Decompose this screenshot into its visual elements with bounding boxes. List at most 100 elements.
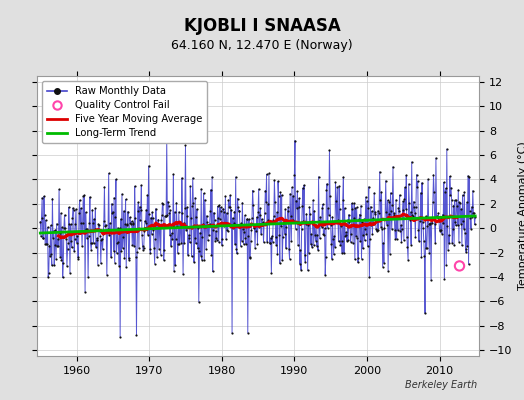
Point: [172, 236, 180, 242]
Point: [227, 222, 235, 228]
Point: [62, 236, 71, 242]
Point: [134, 208, 142, 214]
Point: [200, 190, 208, 196]
Point: [196, 230, 204, 236]
Point: [253, 240, 261, 247]
Point: [291, 226, 300, 232]
Point: [447, 197, 456, 204]
Point: [115, 263, 123, 269]
Point: [353, 235, 362, 242]
Point: [458, 242, 466, 249]
Point: [289, 193, 297, 199]
Point: [198, 234, 206, 240]
Point: [448, 240, 456, 246]
Point: [409, 198, 418, 205]
Point: [100, 184, 108, 190]
Point: [248, 214, 256, 221]
Point: [296, 260, 304, 267]
Point: [419, 225, 428, 231]
Point: [245, 216, 253, 223]
Point: [389, 164, 397, 170]
Point: [332, 198, 340, 204]
Point: [191, 194, 199, 201]
Point: [406, 209, 414, 215]
Point: [83, 235, 91, 241]
Point: [257, 230, 265, 237]
Point: [146, 245, 154, 252]
Point: [49, 234, 57, 241]
Point: [413, 184, 421, 190]
Point: [68, 244, 76, 251]
Point: [425, 220, 434, 227]
Point: [92, 235, 101, 242]
Point: [452, 197, 461, 204]
Point: [339, 174, 347, 180]
Point: [314, 174, 323, 180]
Point: [202, 213, 211, 219]
Point: [151, 206, 160, 212]
Point: [239, 241, 248, 247]
Point: [294, 242, 302, 248]
Point: [209, 226, 217, 233]
Point: [208, 252, 216, 258]
Point: [163, 198, 172, 205]
Point: [264, 201, 272, 207]
Point: [53, 243, 61, 250]
Point: [155, 246, 163, 252]
Point: [466, 208, 474, 214]
Point: [411, 234, 420, 240]
Point: [381, 178, 390, 184]
Point: [333, 184, 342, 190]
Point: [304, 250, 313, 256]
Point: [270, 177, 279, 184]
Point: [65, 221, 73, 227]
Point: [147, 214, 155, 221]
Point: [171, 262, 179, 268]
Point: [386, 250, 394, 257]
Point: [342, 229, 350, 236]
Point: [279, 220, 288, 226]
Point: [145, 163, 153, 169]
Point: [420, 238, 428, 245]
Point: [165, 203, 173, 209]
Point: [187, 214, 195, 221]
Point: [376, 168, 384, 175]
Point: [167, 242, 175, 249]
Point: [106, 228, 115, 234]
Point: [114, 224, 122, 231]
Point: [235, 208, 243, 214]
Point: [291, 137, 299, 144]
Point: [401, 184, 409, 190]
Point: [361, 226, 369, 232]
Point: [103, 272, 111, 278]
Point: [178, 210, 187, 216]
Point: [328, 214, 336, 220]
Point: [59, 260, 68, 266]
Point: [362, 230, 370, 237]
Point: [275, 193, 283, 200]
Point: [188, 203, 196, 209]
Point: [172, 199, 181, 206]
Point: [409, 213, 417, 219]
Point: [41, 240, 49, 247]
Point: [302, 210, 311, 217]
Text: KJOBLI I SNAASA: KJOBLI I SNAASA: [183, 17, 341, 35]
Point: [346, 239, 355, 245]
Point: [192, 240, 200, 246]
Point: [378, 226, 386, 232]
Point: [141, 218, 149, 224]
Point: [181, 204, 189, 211]
Point: [103, 228, 112, 234]
Point: [124, 208, 132, 215]
Point: [453, 203, 461, 210]
Point: [349, 240, 357, 246]
Point: [99, 246, 107, 252]
Point: [224, 228, 232, 234]
Point: [216, 216, 224, 222]
Point: [468, 187, 477, 194]
Point: [233, 195, 242, 202]
Point: [119, 234, 127, 240]
Point: [403, 244, 412, 251]
Point: [212, 234, 221, 241]
Point: [84, 274, 92, 280]
